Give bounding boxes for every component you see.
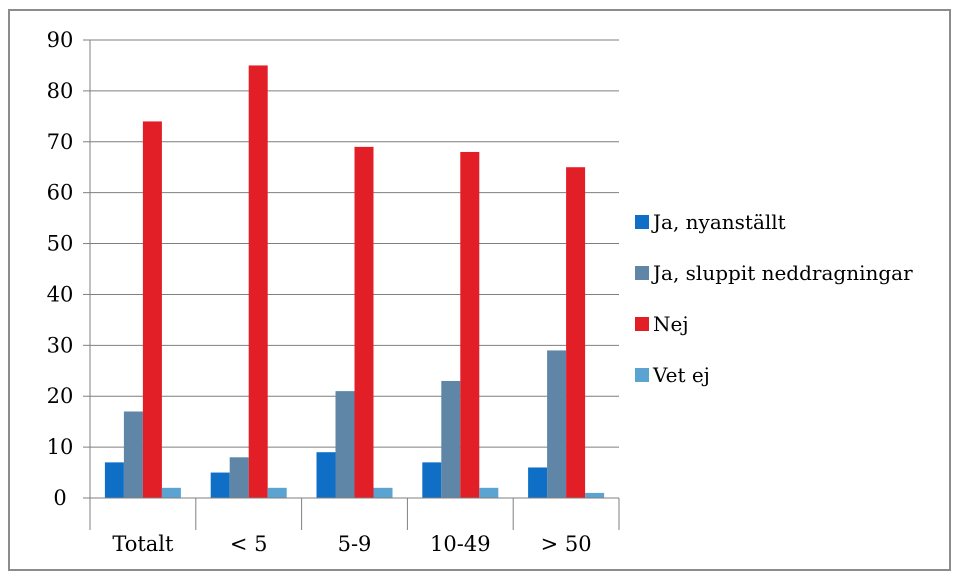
y-tick-label: 80 bbox=[47, 79, 74, 103]
legend-item: Ja, nyanställt bbox=[635, 210, 786, 234]
y-tick-label: 30 bbox=[47, 333, 74, 357]
bar: Nej — < 5: 85 bbox=[248, 65, 268, 498]
bar: Vet ej — < 5: 2 bbox=[267, 487, 287, 498]
bar: Vet ej — 5-9: 2 bbox=[373, 487, 393, 498]
legend-item: Vet ej bbox=[635, 363, 710, 387]
bar: Ja, nyanställt — 10-49: 7 bbox=[422, 462, 442, 498]
bar: Nej — 10-49: 68 bbox=[460, 151, 480, 498]
bar: Vet ej — 10-49: 2 bbox=[479, 487, 499, 498]
legend-item: Ja, sluppit neddragningar bbox=[635, 261, 913, 285]
bar: Ja, nyanställt — Totalt: 7 bbox=[104, 462, 124, 498]
legend-swatch bbox=[635, 215, 649, 229]
y-tick-label: 60 bbox=[47, 181, 74, 205]
legend: Ja, nyanställt Ja, sluppit neddragningar N… bbox=[635, 210, 913, 387]
bar: Ja, nyanställt — > 50: 6 bbox=[528, 467, 548, 498]
y-tick-label: 20 bbox=[47, 384, 74, 408]
legend-label: Ja, nyanställt bbox=[651, 210, 786, 234]
bar: Ja, nyanställt — 5-9: 9 bbox=[316, 452, 336, 498]
axes bbox=[83, 39, 620, 530]
y-tick-labels: 0 10 20 30 40 50 60 70 80 90 bbox=[47, 28, 74, 510]
legend-swatch bbox=[635, 368, 649, 382]
bar: Ja, sluppit neddragningar — 10-49: 23 bbox=[441, 380, 461, 498]
y-tick-label: 0 bbox=[53, 486, 66, 510]
y-tick-label: 10 bbox=[47, 435, 74, 459]
bar: Nej — > 50: 65 bbox=[566, 167, 586, 498]
bar: Ja, sluppit neddragningar — Totalt: 17 bbox=[123, 411, 143, 498]
legend-swatch bbox=[635, 317, 649, 331]
bar: Vet ej — > 50: 1 bbox=[585, 492, 605, 498]
legend-swatch bbox=[635, 266, 649, 280]
legend-item: Nej bbox=[635, 312, 689, 336]
x-tick-labels: Totalt < 5 5-9 10-49 > 50 bbox=[112, 532, 591, 556]
bar: Nej — 5-9: 69 bbox=[354, 146, 374, 498]
y-tick-label: 40 bbox=[47, 282, 74, 306]
bar: Vet ej — Totalt: 2 bbox=[161, 487, 181, 498]
legend-label: Ja, sluppit neddragningar bbox=[651, 261, 913, 285]
x-category-label: < 5 bbox=[230, 532, 268, 556]
bar: Ja, nyanställt — < 5: 5 bbox=[210, 472, 230, 498]
bar: Ja, sluppit neddragningar — > 50: 29 bbox=[547, 350, 567, 498]
legend-label: Vet ej bbox=[652, 363, 710, 387]
x-category-label: 5-9 bbox=[338, 532, 372, 556]
bar: Ja, sluppit neddragningar — 5-9: 21 bbox=[335, 391, 355, 498]
bars: Ja, nyanställt — Totalt: 7Ja, sluppit ne… bbox=[104, 65, 605, 498]
y-tick-label: 70 bbox=[47, 130, 74, 154]
chart-frame bbox=[8, 9, 951, 571]
x-category-label: > 50 bbox=[541, 532, 592, 556]
x-category-label: 10-49 bbox=[430, 532, 491, 556]
y-tick-label: 50 bbox=[47, 232, 74, 256]
bar: Nej — Totalt: 74 bbox=[142, 121, 162, 498]
legend-label: Nej bbox=[653, 312, 689, 336]
bar: Ja, sluppit neddragningar — < 5: 8 bbox=[229, 457, 249, 498]
y-tick-label: 90 bbox=[47, 28, 74, 52]
x-category-label: Totalt bbox=[112, 532, 174, 556]
